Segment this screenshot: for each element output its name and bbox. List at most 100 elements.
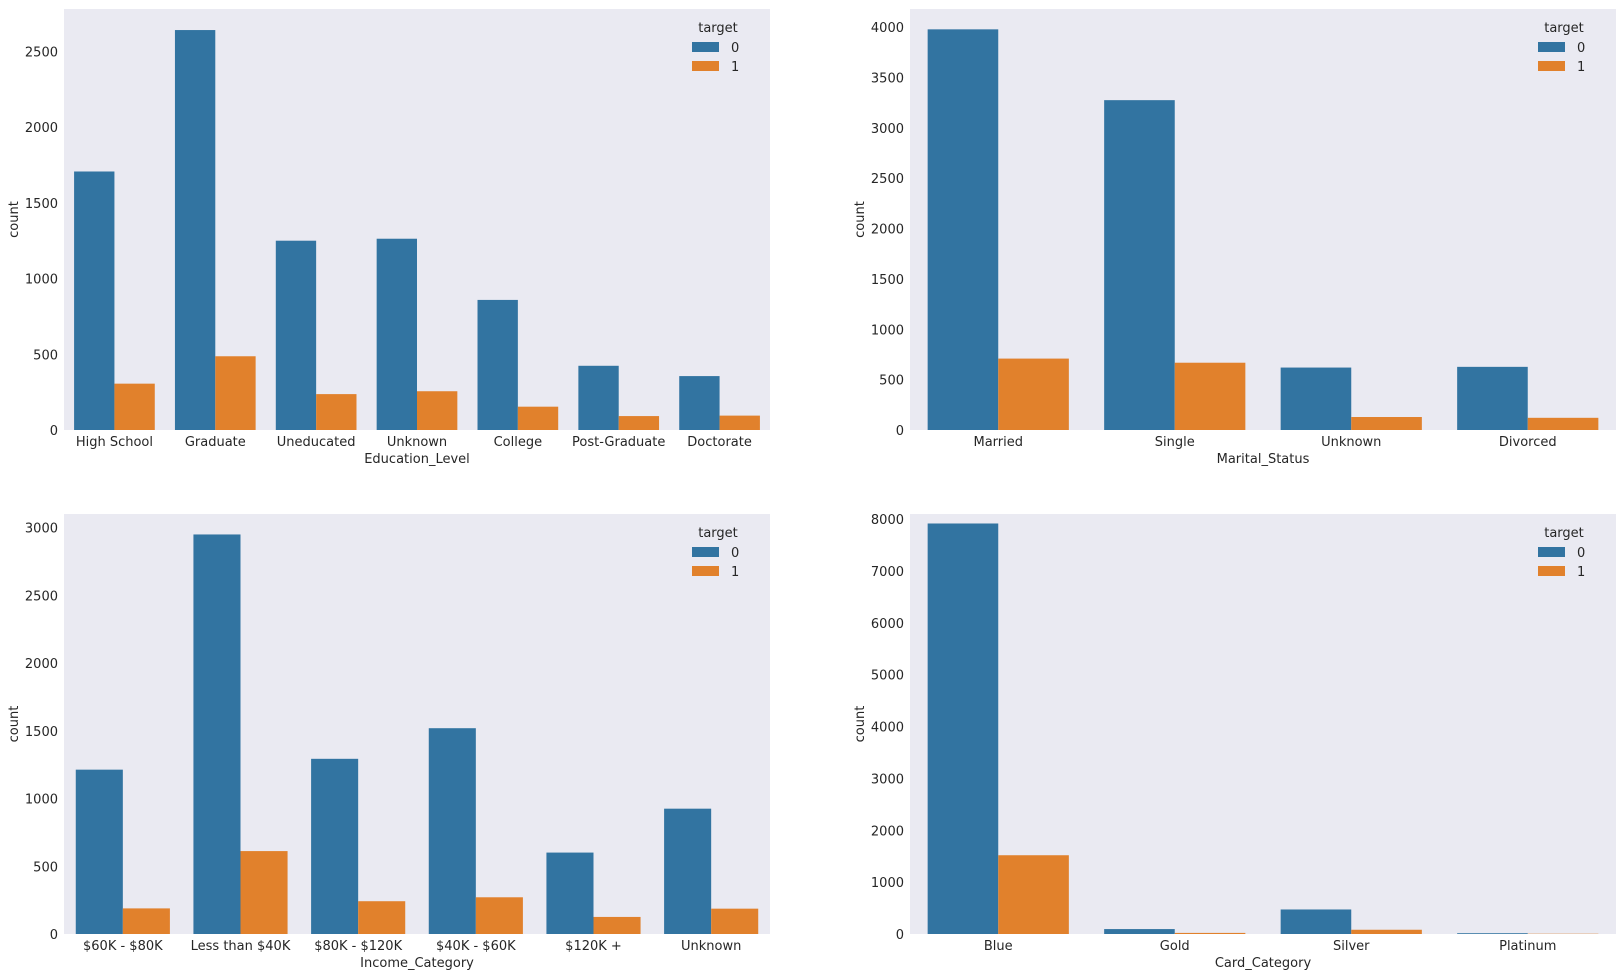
y-tick-label: 2000 — [871, 824, 904, 839]
y-tick-label: 1000 — [871, 876, 904, 891]
x-tick-label: $60K - $80K — [83, 939, 163, 954]
x-tick-label: $120K + — [565, 939, 622, 954]
bar-unknown-target-1 — [1351, 417, 1422, 430]
y-tick-label: 3500 — [871, 71, 904, 86]
bar-silver-target-1 — [1351, 929, 1422, 934]
bar-graduate-target-0 — [174, 30, 216, 431]
legend: target 0 1 — [692, 21, 739, 75]
x-tick-label: Less than $40K — [191, 939, 291, 954]
bar-unknown-target-1 — [417, 391, 458, 430]
bar-doctorate-target-0 — [679, 376, 720, 430]
bar-uneducated-target-1 — [316, 394, 357, 430]
legend-label-1: 1 — [1577, 565, 1585, 580]
bar-unknown-target-0 — [664, 808, 712, 934]
bar-high-school-target-0 — [74, 171, 115, 430]
legend-label-0: 0 — [1577, 41, 1585, 56]
x-tick-label: Unknown — [387, 435, 447, 450]
x-tick-label: Gold — [1160, 939, 1190, 954]
y-tick-label: 500 — [33, 860, 58, 875]
y-tick-label: 1500 — [25, 197, 58, 212]
legend-label-1: 1 — [1577, 60, 1585, 75]
legend-swatch-1 — [1538, 61, 1565, 71]
x-tick-label: Uneducated — [277, 435, 356, 450]
legend: target 0 1 — [1538, 526, 1585, 580]
bar-post-graduate-target-1 — [618, 416, 660, 430]
chart-panel-2: 0 500 1000 1500 2000 2500 3000 3500 4000 Married S… — [853, 9, 1616, 467]
bar--60k-80k-target-0 — [75, 769, 123, 934]
bar-doctorate-target-1 — [719, 415, 760, 430]
legend-swatch-1 — [692, 61, 719, 71]
bar--120k--target-1 — [593, 916, 641, 934]
bar-divorced-target-1 — [1527, 417, 1599, 430]
bar-married-target-0 — [927, 29, 999, 431]
plot-area — [64, 514, 770, 934]
y-tick-label: 1000 — [25, 273, 58, 288]
x-tick-label: College — [494, 435, 543, 450]
legend-label-0: 0 — [731, 41, 739, 56]
y-axis-label: count — [7, 706, 22, 743]
legend-label-1: 1 — [731, 565, 739, 580]
legend-swatch-0 — [1538, 547, 1565, 557]
bar--80k-120k-target-0 — [311, 758, 359, 934]
x-tick-label: Married — [973, 435, 1023, 450]
x-tick-label: $40K - $60K — [436, 939, 516, 954]
bar-gold-target-0 — [1104, 929, 1175, 934]
x-tick-label: Silver — [1333, 939, 1370, 954]
chart-panel-3: 0 500 1000 1500 2000 2500 3000 $60K - $80K Less … — [7, 514, 770, 971]
x-tick-label: Doctorate — [687, 435, 752, 450]
bar-high-school-target-1 — [114, 383, 155, 430]
bar-blue-target-1 — [998, 855, 1069, 934]
bar-gold-target-1 — [1174, 932, 1246, 934]
bar-unknown-target-0 — [1280, 367, 1352, 430]
bar-post-graduate-target-0 — [578, 365, 619, 430]
chart-panel-4: 0 1000 2000 3000 4000 5000 6000 7000 8000 Blue Gol… — [853, 513, 1616, 971]
x-tick-label: Single — [1155, 435, 1195, 450]
x-tick-label: Unknown — [681, 939, 741, 954]
bar-married-target-1 — [998, 358, 1069, 430]
x-axis-label: Education_Level — [364, 452, 470, 467]
bar--40k-60k-target-1 — [475, 897, 523, 934]
bar-unknown-target-0 — [376, 238, 417, 430]
y-tick-label: 500 — [879, 374, 904, 389]
x-tick-label: Divorced — [1499, 435, 1557, 450]
x-tick-label: High School — [76, 435, 153, 450]
legend-swatch-0 — [1538, 42, 1565, 52]
legend: target 0 1 — [692, 526, 739, 580]
bar--80k-120k-target-1 — [358, 901, 406, 934]
y-tick-label: 2500 — [25, 589, 58, 604]
y-tick-label: 6000 — [871, 617, 904, 632]
y-tick-label: 0 — [50, 928, 58, 943]
y-tick-label: 1000 — [25, 793, 58, 808]
x-tick-label: $80K - $120K — [314, 939, 402, 954]
bar-platinum-target-0 — [1457, 933, 1528, 934]
bar-unknown-target-1 — [711, 908, 759, 934]
legend: target 0 1 — [1538, 21, 1585, 75]
y-tick-label: 0 — [896, 928, 904, 943]
y-tick-label: 4000 — [871, 721, 904, 736]
y-axis-label: count — [853, 706, 868, 743]
y-tick-label: 500 — [33, 348, 58, 363]
legend-swatch-0 — [692, 42, 719, 52]
x-tick-label: Post-Graduate — [572, 435, 665, 450]
y-tick-label: 3000 — [871, 122, 904, 137]
x-axis-label: Marital_Status — [1217, 452, 1310, 467]
y-tick-label: 0 — [50, 424, 58, 439]
legend-title: target — [698, 526, 738, 541]
bar-graduate-target-1 — [215, 356, 256, 430]
legend-title: target — [1544, 21, 1584, 36]
y-tick-label: 1500 — [25, 725, 58, 740]
y-tick-label: 2000 — [25, 657, 58, 672]
y-tick-label: 2000 — [25, 121, 58, 136]
bar-college-target-1 — [517, 406, 559, 430]
bar-silver-target-0 — [1280, 909, 1352, 934]
x-tick-label: Blue — [984, 939, 1013, 954]
legend-swatch-1 — [1538, 566, 1565, 576]
bar-blue-target-0 — [927, 523, 999, 934]
y-axis-label: count — [7, 201, 22, 238]
bar--60k-80k-target-1 — [122, 908, 170, 934]
chart-panel-1: 0 500 1000 1500 2000 2500 High School Graduate U… — [7, 9, 770, 467]
x-axis-label: Income_Category — [360, 956, 474, 971]
y-tick-label: 3000 — [871, 772, 904, 787]
bar--120k--target-0 — [546, 852, 594, 934]
